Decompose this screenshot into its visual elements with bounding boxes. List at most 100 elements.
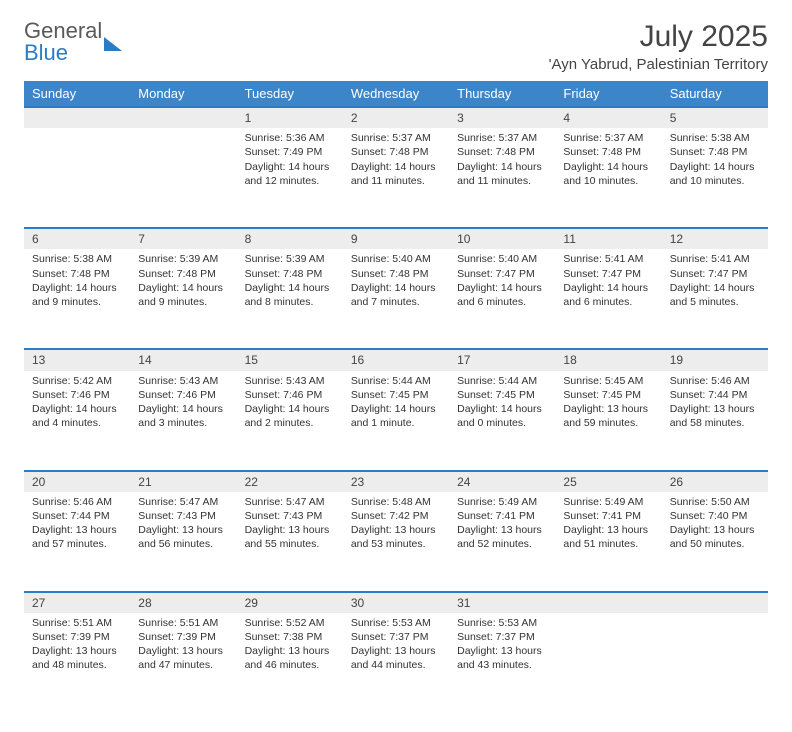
day-content-cell: Sunrise: 5:53 AMSunset: 7:37 PMDaylight:… xyxy=(343,613,449,712)
day-content-cell: Sunrise: 5:36 AMSunset: 7:49 PMDaylight:… xyxy=(237,128,343,228)
sunset-line: Sunset: 7:48 PM xyxy=(563,145,653,159)
day-content-cell: Sunrise: 5:41 AMSunset: 7:47 PMDaylight:… xyxy=(662,249,768,349)
daylight-line: Daylight: 13 hours and 53 minutes. xyxy=(351,523,441,551)
sunset-line: Sunset: 7:47 PM xyxy=(670,267,760,281)
daylight-line: Daylight: 14 hours and 12 minutes. xyxy=(245,160,335,188)
daylight-line: Daylight: 13 hours and 50 minutes. xyxy=(670,523,760,551)
day-content-cell xyxy=(555,613,661,712)
sunrise-line: Sunrise: 5:53 AM xyxy=(457,616,547,630)
weekday-header-row: SundayMondayTuesdayWednesdayThursdayFrid… xyxy=(24,81,768,107)
sunset-line: Sunset: 7:48 PM xyxy=(457,145,547,159)
daylight-line: Daylight: 13 hours and 58 minutes. xyxy=(670,402,760,430)
day-number-cell xyxy=(555,592,661,613)
day-content-cell xyxy=(662,613,768,712)
sunrise-line: Sunrise: 5:42 AM xyxy=(32,374,122,388)
sunset-line: Sunset: 7:44 PM xyxy=(670,388,760,402)
day-content-cell: Sunrise: 5:41 AMSunset: 7:47 PMDaylight:… xyxy=(555,249,661,349)
logo-line2: Blue xyxy=(24,42,102,64)
daylight-line: Daylight: 14 hours and 9 minutes. xyxy=(138,281,228,309)
day-number-cell: 11 xyxy=(555,228,661,249)
sunset-line: Sunset: 7:39 PM xyxy=(138,630,228,644)
sunrise-line: Sunrise: 5:41 AM xyxy=(670,252,760,266)
logo-triangle-icon xyxy=(104,37,122,51)
day-content-cell: Sunrise: 5:37 AMSunset: 7:48 PMDaylight:… xyxy=(449,128,555,228)
day-number-cell: 21 xyxy=(130,471,236,492)
daylight-line: Daylight: 13 hours and 52 minutes. xyxy=(457,523,547,551)
weekday-header: Thursday xyxy=(449,81,555,107)
day-number-cell: 27 xyxy=(24,592,130,613)
logo: General Blue xyxy=(24,20,122,64)
day-content-cell: Sunrise: 5:44 AMSunset: 7:45 PMDaylight:… xyxy=(343,371,449,471)
day-content-cell: Sunrise: 5:45 AMSunset: 7:45 PMDaylight:… xyxy=(555,371,661,471)
sunset-line: Sunset: 7:45 PM xyxy=(351,388,441,402)
day-number-cell: 8 xyxy=(237,228,343,249)
sunrise-line: Sunrise: 5:47 AM xyxy=(138,495,228,509)
day-number-cell: 17 xyxy=(449,349,555,370)
day-content-cell: Sunrise: 5:49 AMSunset: 7:41 PMDaylight:… xyxy=(555,492,661,592)
sunset-line: Sunset: 7:47 PM xyxy=(457,267,547,281)
day-content-row: Sunrise: 5:46 AMSunset: 7:44 PMDaylight:… xyxy=(24,492,768,592)
day-content-cell: Sunrise: 5:43 AMSunset: 7:46 PMDaylight:… xyxy=(237,371,343,471)
weekday-header: Monday xyxy=(130,81,236,107)
sunrise-line: Sunrise: 5:46 AM xyxy=(670,374,760,388)
daylight-line: Daylight: 13 hours and 43 minutes. xyxy=(457,644,547,672)
day-number-cell xyxy=(662,592,768,613)
calendar-body: 12345Sunrise: 5:36 AMSunset: 7:49 PMDayl… xyxy=(24,107,768,712)
daylight-line: Daylight: 14 hours and 5 minutes. xyxy=(670,281,760,309)
daylight-line: Daylight: 13 hours and 59 minutes. xyxy=(563,402,653,430)
day-number-row: 6789101112 xyxy=(24,228,768,249)
day-number-cell: 19 xyxy=(662,349,768,370)
weekday-header: Saturday xyxy=(662,81,768,107)
sunset-line: Sunset: 7:39 PM xyxy=(32,630,122,644)
sunset-line: Sunset: 7:48 PM xyxy=(245,267,335,281)
day-content-cell: Sunrise: 5:52 AMSunset: 7:38 PMDaylight:… xyxy=(237,613,343,712)
day-number-row: 13141516171819 xyxy=(24,349,768,370)
day-content-cell xyxy=(24,128,130,228)
day-content-cell: Sunrise: 5:38 AMSunset: 7:48 PMDaylight:… xyxy=(24,249,130,349)
sunset-line: Sunset: 7:46 PM xyxy=(245,388,335,402)
day-number-cell: 29 xyxy=(237,592,343,613)
daylight-line: Daylight: 14 hours and 4 minutes. xyxy=(32,402,122,430)
sunset-line: Sunset: 7:46 PM xyxy=(138,388,228,402)
sunset-line: Sunset: 7:43 PM xyxy=(138,509,228,523)
day-content-cell: Sunrise: 5:46 AMSunset: 7:44 PMDaylight:… xyxy=(24,492,130,592)
day-content-cell: Sunrise: 5:39 AMSunset: 7:48 PMDaylight:… xyxy=(130,249,236,349)
day-number-cell: 12 xyxy=(662,228,768,249)
sunrise-line: Sunrise: 5:40 AM xyxy=(457,252,547,266)
sunrise-line: Sunrise: 5:44 AM xyxy=(351,374,441,388)
day-content-cell: Sunrise: 5:51 AMSunset: 7:39 PMDaylight:… xyxy=(24,613,130,712)
daylight-line: Daylight: 13 hours and 51 minutes. xyxy=(563,523,653,551)
sunrise-line: Sunrise: 5:49 AM xyxy=(457,495,547,509)
day-number-cell: 5 xyxy=(662,107,768,128)
sunrise-line: Sunrise: 5:49 AM xyxy=(563,495,653,509)
sunset-line: Sunset: 7:38 PM xyxy=(245,630,335,644)
weekday-header: Wednesday xyxy=(343,81,449,107)
sunrise-line: Sunrise: 5:43 AM xyxy=(138,374,228,388)
day-content-cell: Sunrise: 5:47 AMSunset: 7:43 PMDaylight:… xyxy=(237,492,343,592)
day-number-cell: 13 xyxy=(24,349,130,370)
daylight-line: Daylight: 14 hours and 10 minutes. xyxy=(670,160,760,188)
daylight-line: Daylight: 14 hours and 11 minutes. xyxy=(351,160,441,188)
sunrise-line: Sunrise: 5:37 AM xyxy=(457,131,547,145)
sunrise-line: Sunrise: 5:47 AM xyxy=(245,495,335,509)
sunrise-line: Sunrise: 5:44 AM xyxy=(457,374,547,388)
day-number-cell: 18 xyxy=(555,349,661,370)
sunset-line: Sunset: 7:48 PM xyxy=(670,145,760,159)
sunrise-line: Sunrise: 5:50 AM xyxy=(670,495,760,509)
sunset-line: Sunset: 7:45 PM xyxy=(563,388,653,402)
daylight-line: Daylight: 13 hours and 56 minutes. xyxy=(138,523,228,551)
sunrise-line: Sunrise: 5:51 AM xyxy=(138,616,228,630)
daylight-line: Daylight: 14 hours and 1 minute. xyxy=(351,402,441,430)
day-content-cell: Sunrise: 5:40 AMSunset: 7:48 PMDaylight:… xyxy=(343,249,449,349)
day-number-cell: 16 xyxy=(343,349,449,370)
daylight-line: Daylight: 14 hours and 0 minutes. xyxy=(457,402,547,430)
day-content-cell: Sunrise: 5:49 AMSunset: 7:41 PMDaylight:… xyxy=(449,492,555,592)
location-subtitle: 'Ayn Yabrud, Palestinian Territory xyxy=(549,56,768,73)
sunrise-line: Sunrise: 5:52 AM xyxy=(245,616,335,630)
calendar-table: SundayMondayTuesdayWednesdayThursdayFrid… xyxy=(24,81,768,712)
day-number-cell: 14 xyxy=(130,349,236,370)
sunset-line: Sunset: 7:45 PM xyxy=(457,388,547,402)
day-content-row: Sunrise: 5:36 AMSunset: 7:49 PMDaylight:… xyxy=(24,128,768,228)
daylight-line: Daylight: 14 hours and 7 minutes. xyxy=(351,281,441,309)
day-number-cell: 24 xyxy=(449,471,555,492)
